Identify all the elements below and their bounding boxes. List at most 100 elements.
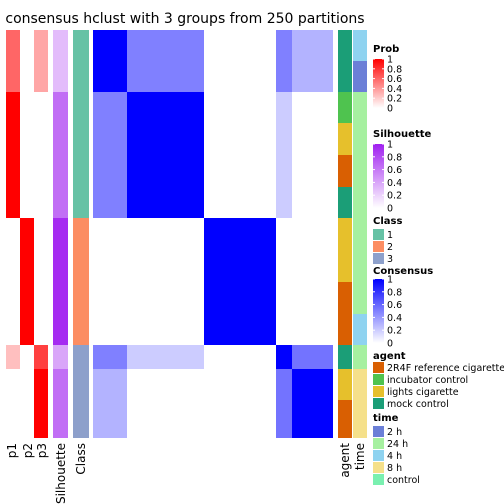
prob-legend-tick-0: 1 — [387, 55, 393, 66]
consensus-legend-tick-0: 1 — [387, 275, 393, 286]
silhouette-cell-row-1 — [53, 61, 68, 92]
agent-cell-row-2 — [338, 92, 352, 123]
p3-cell-row-2 — [34, 92, 48, 123]
p1-cell-row-0 — [6, 30, 20, 61]
time-legend-title: time — [373, 413, 399, 424]
agent-legend-label-3: mock control — [387, 399, 449, 410]
prob-legend-tick-1: 0.8 — [387, 64, 402, 75]
class-legend-swatch-0 — [373, 229, 384, 240]
silhouette-legend-tick-2: 0.6 — [387, 165, 402, 176]
time-cell-row-4 — [353, 155, 367, 187]
consensus-block-1 — [127, 30, 204, 92]
p2-cell-row-2 — [20, 92, 36, 123]
time-cell-row-6 — [353, 218, 367, 250]
column-label-p2: p2 — [21, 443, 35, 458]
legends: Prob10.80.60.40.20Silhouette10.80.60.40.… — [373, 44, 504, 486]
silhouette-cell-row-8 — [53, 282, 68, 314]
p3-cell-row-9 — [34, 314, 48, 345]
p2-cell-row-7 — [20, 250, 36, 282]
class-cell-row-3 — [73, 123, 89, 155]
time-cell-row-3 — [353, 123, 367, 155]
prob-legend-colorbar — [373, 59, 384, 108]
p2-cell-row-9 — [20, 314, 36, 345]
time-legend-label-3: 8 h — [387, 463, 402, 474]
prob-legend-title: Prob — [373, 44, 399, 55]
prob-legend-tick-2: 0.6 — [387, 74, 402, 85]
agent-legend-label-1: incubator control — [387, 375, 468, 386]
class-legend-label-2: 3 — [387, 254, 393, 265]
class-cell-row-7 — [73, 250, 89, 282]
column-label-silhouette: Silhouette — [54, 443, 68, 504]
time-legend-label-2: 4 h — [387, 451, 402, 462]
column-label-class: Class — [74, 443, 88, 475]
consensus-block-15 — [204, 345, 276, 369]
silhouette-legend-tick-1: 0.8 — [387, 152, 402, 163]
silhouette-cell-row-7 — [53, 250, 68, 282]
p2-cell-row-12 — [20, 400, 36, 438]
agent-cell-row-10 — [338, 345, 352, 369]
time-cell-row-9 — [353, 314, 367, 345]
silhouette-cell-row-2 — [53, 92, 68, 123]
silhouette-cell-row-9 — [53, 314, 68, 345]
p1-cell-row-11 — [6, 369, 20, 400]
consensus-block-4 — [292, 30, 333, 92]
p1-cell-row-3 — [6, 123, 20, 155]
time-cell-row-8 — [353, 282, 367, 314]
prob-legend-tick-4: 0.2 — [387, 94, 402, 105]
class-cell-row-10 — [73, 345, 89, 369]
p3-cell-row-1 — [34, 61, 48, 92]
class-cell-row-2 — [73, 92, 89, 123]
p1-cell-row-7 — [6, 250, 20, 282]
consensus-block-13 — [93, 345, 127, 369]
time-cell-row-7 — [353, 250, 367, 282]
consensus-block-11 — [204, 218, 276, 345]
p2-cell-row-0 — [20, 30, 36, 61]
time-legend-label-4: control — [387, 475, 420, 486]
consensus-block-6 — [127, 92, 204, 218]
class-legend-swatch-1 — [373, 241, 384, 252]
silhouette-cell-row-12 — [53, 400, 68, 438]
time-legend-label-0: 2 h — [387, 427, 402, 438]
class-legend: Class 123 — [373, 216, 402, 265]
column-labels: p1 p2 p3 Silhouette Class agent time — [5, 443, 367, 504]
time-legend-label-1: 24 h — [387, 439, 408, 450]
agent-legend-label-0: 2R4F reference cigarette — [387, 363, 504, 374]
silhouette-legend-tick-0: 1 — [387, 140, 393, 151]
agent-legend-label-2: lights cigarette — [387, 387, 459, 398]
consensus-legend-tick-4: 0.2 — [387, 326, 402, 337]
agent-legend-swatch-0 — [373, 362, 384, 373]
agent-cell-row-4 — [338, 155, 352, 187]
p2-cell-row-1 — [20, 61, 36, 92]
p1-cell-row-10 — [6, 345, 20, 369]
p1-cell-row-9 — [6, 314, 20, 345]
time-legend-swatch-0 — [373, 426, 384, 437]
agent-legend-swatch-3 — [373, 398, 384, 409]
class-cell-row-0 — [73, 30, 89, 61]
p3-cell-row-7 — [34, 250, 48, 282]
p1-cell-row-6 — [6, 218, 20, 250]
consensus-block-10 — [93, 218, 204, 345]
agent-cell-row-5 — [338, 187, 352, 218]
p1-cell-row-12 — [6, 400, 20, 438]
class-legend-label-1: 2 — [387, 242, 393, 253]
silhouette-cell-row-4 — [53, 155, 68, 187]
class-cell-row-1 — [73, 61, 89, 92]
agent-cell-row-11 — [338, 369, 352, 400]
consensus-block-22 — [292, 369, 333, 438]
agent-cell-row-1 — [338, 61, 352, 92]
time-legend-swatch-2 — [373, 450, 384, 461]
p1-cell-row-4 — [6, 155, 20, 187]
consensus-block-7 — [204, 92, 276, 218]
p2-cell-row-10 — [20, 345, 36, 369]
column-label-p3: p3 — [35, 443, 49, 458]
class-cell-row-6 — [73, 218, 89, 250]
p2-cell-row-8 — [20, 282, 36, 314]
class-cell-row-4 — [73, 155, 89, 187]
column-label-p1: p1 — [5, 443, 19, 458]
time-cell-row-12 — [353, 400, 367, 438]
